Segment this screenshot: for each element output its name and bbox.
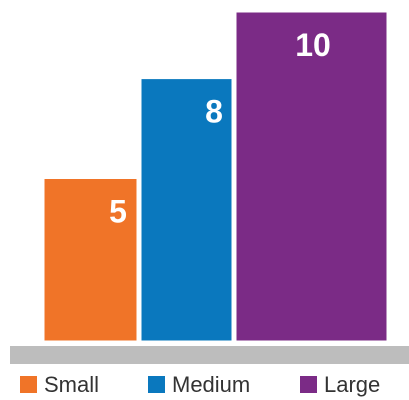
bars-group: 5 8 10 — [39, 7, 392, 346]
legend-item-medium: Medium — [148, 372, 250, 397]
legend-label-small: Small — [44, 372, 99, 397]
legend-swatch-small — [20, 376, 37, 393]
legend-label-medium: Medium — [172, 372, 250, 397]
legend-item-small: Small — [20, 372, 99, 397]
bar-rect-large — [231, 7, 392, 346]
legend: Small Medium Large — [20, 372, 380, 397]
legend-swatch-large — [300, 376, 317, 393]
data-label-small: 5 — [109, 194, 127, 230]
data-label-large: 10 — [295, 27, 331, 63]
legend-label-large: Large — [324, 372, 380, 397]
data-label-medium: 8 — [205, 94, 223, 130]
legend-swatch-medium — [148, 376, 165, 393]
bar-large: 10 — [231, 7, 392, 346]
legend-item-large: Large — [300, 372, 380, 397]
baseline-bar — [10, 346, 409, 364]
